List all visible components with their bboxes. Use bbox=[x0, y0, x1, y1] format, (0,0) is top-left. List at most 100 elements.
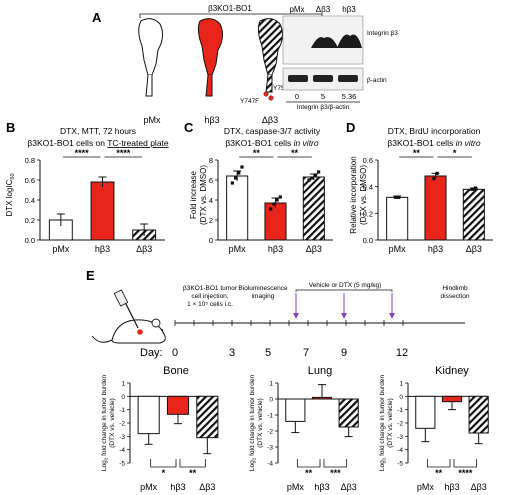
y-tick-label: 0.8 bbox=[25, 156, 35, 165]
y-tick-label: 0.0 bbox=[363, 236, 373, 245]
significance-label: ** bbox=[253, 148, 261, 158]
panel-letter-b: B bbox=[6, 120, 15, 135]
tumor-ylabel-2: (DTX vs. vehicle) bbox=[109, 398, 116, 447]
blot-band-hb3 bbox=[337, 34, 362, 48]
bar-3 bbox=[302, 176, 325, 241]
construct-title: β3KO1-BO1 bbox=[208, 4, 252, 13]
event-dissection-2: dissection bbox=[441, 293, 470, 300]
x-tick-label: hβ3 bbox=[314, 482, 329, 492]
data-point bbox=[317, 170, 321, 174]
day-5: 5 bbox=[265, 347, 271, 359]
day-9: 9 bbox=[341, 347, 347, 359]
significance-bracket bbox=[296, 459, 321, 468]
cell-label-hb3: hβ3 bbox=[204, 115, 219, 125]
x-tick-label: pMx bbox=[52, 244, 70, 254]
mutation-label-1: Y747F bbox=[240, 98, 259, 105]
event-injection-3: 1 × 10⁵ cells i.c. bbox=[187, 301, 233, 308]
y-tick-label: -3 bbox=[267, 445, 273, 452]
x-tick-label: Δβ3 bbox=[341, 482, 357, 492]
y-tick-label: -3 bbox=[397, 434, 403, 441]
bar-2 bbox=[166, 395, 190, 415]
significance-bracket bbox=[150, 459, 177, 468]
bar-2 bbox=[441, 395, 463, 403]
ratio-value-3: 5.36 bbox=[342, 92, 357, 101]
chart-c-title: DTX, caspase-3/7 activity bbox=[224, 126, 321, 136]
tumor-chart-title: Bone bbox=[163, 365, 189, 377]
data-point bbox=[275, 198, 279, 202]
y-tick-label: -3 bbox=[119, 434, 125, 441]
y-tick-label: -4 bbox=[119, 447, 125, 454]
ratio-label: Integrin β3/β-actin bbox=[297, 104, 350, 111]
x-tick-label: hβ3 bbox=[428, 244, 443, 254]
bar-1 bbox=[386, 196, 409, 241]
integrin-pmx-icon bbox=[138, 18, 164, 97]
event-dissection-1: Hindlimb bbox=[442, 285, 468, 292]
y-tick-label: 0 bbox=[121, 394, 125, 401]
x-tick-label: Δβ3 bbox=[306, 244, 322, 254]
significance-label: ** bbox=[189, 468, 197, 478]
blot-band-db3 bbox=[311, 37, 338, 48]
panel-letter-e: E bbox=[86, 268, 95, 283]
bar-1 bbox=[285, 398, 306, 422]
data-point bbox=[470, 187, 474, 191]
chart-c-subtitle: β3KO1-BO1 cells in vitro bbox=[225, 138, 319, 148]
significance-bracket bbox=[426, 459, 451, 468]
day-7: 7 bbox=[303, 347, 309, 359]
bar-1 bbox=[415, 395, 436, 429]
significance-label: **** bbox=[458, 468, 473, 478]
data-point bbox=[432, 177, 436, 181]
x-tick-label: Δβ3 bbox=[466, 244, 482, 254]
cell-label-pmx: pMx bbox=[143, 115, 161, 125]
significance-bracket bbox=[179, 459, 206, 468]
y-tick-label: -5 bbox=[397, 461, 403, 468]
blot-label-actin: β-actin bbox=[367, 77, 387, 84]
y-tick-label: -2 bbox=[119, 421, 125, 428]
x-tick-label: pMx bbox=[389, 244, 407, 254]
chart-b-subtitle: β3KO1-BO1 cells on TC-treated plate bbox=[27, 138, 169, 148]
significance-label: ** bbox=[435, 468, 443, 478]
ratio-value-2: 5 bbox=[321, 92, 325, 101]
tumor-chart-kidney: Kidney 1 0 -1 -2 -3 -4 -5 Log2 fold change in tu… bbox=[379, 365, 489, 492]
event-treatment: Vehicle or DTX (5 mg/kg) bbox=[309, 282, 382, 289]
x-tick-label: pMx bbox=[287, 482, 305, 492]
tumor-ylabel-2: (DTX vs. vehicle) bbox=[387, 398, 394, 447]
data-point bbox=[310, 176, 314, 180]
y-tick-label: 0.4 bbox=[363, 183, 373, 192]
tumor-chart-title: Lung bbox=[308, 365, 332, 377]
day-3: 3 bbox=[229, 347, 235, 359]
x-tick-label: pMx bbox=[229, 244, 247, 254]
significance-label: * bbox=[162, 468, 166, 478]
x-tick-label: hβ3 bbox=[95, 244, 110, 254]
bar-2 bbox=[90, 181, 115, 241]
x-tick-label: hβ3 bbox=[170, 482, 185, 492]
mouse-icon bbox=[91, 289, 166, 344]
y-tick-label: -1 bbox=[397, 407, 403, 414]
x-tick-label: pMx bbox=[140, 482, 158, 492]
data-point bbox=[269, 207, 273, 211]
y-tick-label: 2 bbox=[209, 216, 213, 225]
y-tick-label: -1 bbox=[119, 407, 125, 414]
y-tick-label: 8 bbox=[209, 156, 213, 165]
chart-d-title: DTX, BrdU incorporation bbox=[388, 126, 481, 136]
y-tick-label: -2 bbox=[267, 429, 273, 436]
panel-a: A β3KO1-BO1 Y747F Y759F pMx hβ3 Δβ3 pMx … bbox=[92, 4, 398, 125]
event-injection-2: cell injection, bbox=[191, 293, 228, 300]
data-point bbox=[233, 176, 238, 180]
y-tick-label: 0 bbox=[269, 397, 273, 404]
y-tick-label: -5 bbox=[119, 461, 125, 468]
mutation-label-2: Y759F bbox=[273, 85, 292, 92]
integrin-hb3-icon bbox=[197, 18, 224, 97]
significance-bracket bbox=[453, 459, 478, 468]
data-point bbox=[313, 173, 318, 177]
panel-e: E β3KO1-BO1 tumor cell injection, 1 × 10… bbox=[86, 268, 470, 359]
tumor-ylabel: Log2 fold change in tumor burden bbox=[379, 375, 387, 472]
bar-3 bbox=[338, 398, 359, 428]
significance-label: * bbox=[453, 148, 457, 158]
data-point bbox=[230, 181, 234, 185]
data-point bbox=[240, 165, 244, 169]
tumor-chart-bone: Bone 1 0 -1 -2 -3 -4 -5 Log2 fold change in tumo… bbox=[101, 365, 219, 492]
data-point bbox=[435, 171, 439, 175]
x-tick-label: Δβ3 bbox=[471, 482, 487, 492]
timeline-ticks bbox=[174, 320, 404, 326]
